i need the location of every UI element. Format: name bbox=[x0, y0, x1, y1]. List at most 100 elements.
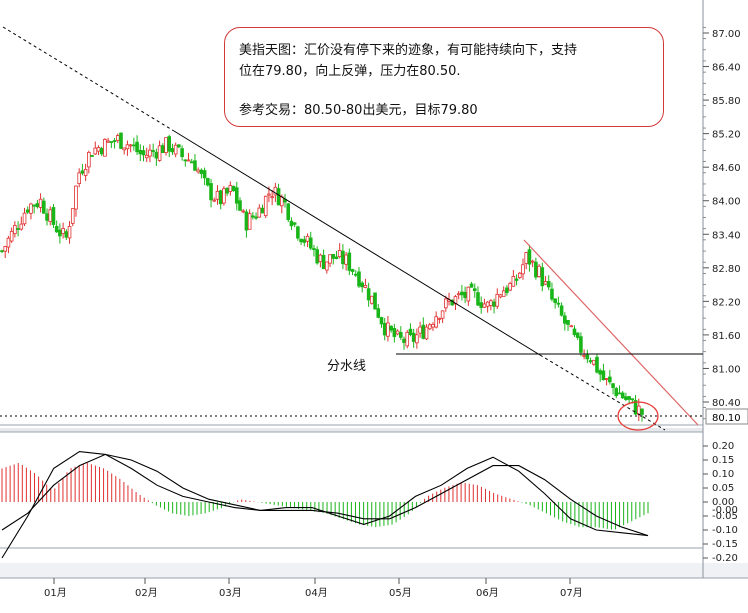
candle-body bbox=[559, 305, 564, 316]
candle-body bbox=[80, 170, 85, 174]
candle-body bbox=[103, 138, 107, 157]
candle-body bbox=[35, 203, 40, 208]
candle-body bbox=[308, 237, 313, 249]
candle-body bbox=[376, 308, 381, 318]
y-tick-label: 87.00 bbox=[712, 29, 741, 40]
candle-body bbox=[537, 265, 541, 277]
candle-body bbox=[29, 203, 33, 214]
candle-body bbox=[534, 261, 538, 278]
candle-body bbox=[144, 154, 149, 159]
candle-body bbox=[260, 207, 265, 214]
candle-body bbox=[292, 222, 297, 225]
candle-body bbox=[112, 140, 117, 142]
candle-body bbox=[463, 291, 467, 299]
candle-body bbox=[183, 159, 188, 162]
candle-body bbox=[9, 230, 14, 242]
candle-body bbox=[566, 319, 570, 325]
macd-y-tick-label: -0.15 bbox=[712, 539, 738, 550]
candle-body bbox=[347, 252, 352, 271]
candle-body bbox=[96, 147, 101, 152]
candle-body bbox=[331, 253, 336, 259]
candle-body bbox=[276, 188, 281, 206]
candle-body bbox=[54, 225, 59, 233]
candle-body bbox=[312, 248, 316, 251]
candle-body bbox=[485, 301, 490, 307]
candle-body bbox=[569, 325, 574, 328]
candle-body bbox=[575, 332, 580, 338]
candle-body bbox=[379, 317, 384, 325]
candle-body bbox=[202, 170, 207, 179]
candle-body bbox=[90, 155, 94, 157]
candle-body bbox=[38, 198, 43, 208]
candle-body bbox=[392, 328, 397, 337]
y-tick-label: 80.40 bbox=[712, 398, 741, 409]
candle-body bbox=[93, 147, 98, 155]
candle-body bbox=[353, 273, 358, 276]
candle-body bbox=[636, 405, 641, 415]
candle-body bbox=[601, 370, 606, 381]
candle-body bbox=[553, 298, 557, 303]
candle-body bbox=[395, 330, 400, 335]
candle-body bbox=[501, 290, 506, 297]
macd-y-tick-label: 0.05 bbox=[712, 483, 734, 494]
candle-body bbox=[614, 388, 619, 397]
candle-body bbox=[148, 149, 152, 157]
candle-body bbox=[244, 211, 249, 231]
candle-body bbox=[440, 310, 445, 319]
candle-body bbox=[321, 255, 326, 270]
candle-body bbox=[337, 250, 342, 258]
note-line-2: 位在79.80，向上反弹，压力在80.50. bbox=[239, 64, 461, 79]
candle-body bbox=[366, 288, 371, 301]
candle-body bbox=[231, 185, 236, 192]
candle-body bbox=[109, 141, 114, 143]
candle-body bbox=[25, 209, 30, 213]
candle-body bbox=[373, 292, 377, 310]
candle-body bbox=[370, 295, 374, 304]
candle-body bbox=[119, 132, 123, 149]
resistance-channel-line bbox=[523, 239, 699, 426]
candle-body bbox=[22, 212, 27, 225]
macd-y-tick-label: 0.20 bbox=[712, 441, 734, 452]
candle-body bbox=[479, 302, 483, 308]
candle-body bbox=[222, 188, 226, 204]
candle-body bbox=[128, 144, 133, 147]
candle-body bbox=[389, 325, 393, 331]
x-tick-label: 04月 bbox=[305, 587, 328, 599]
candle-body bbox=[588, 360, 593, 363]
candle-body bbox=[415, 334, 419, 344]
candle-body bbox=[357, 271, 361, 287]
macd-y-tick-label: 0.15 bbox=[712, 455, 734, 466]
candle-body bbox=[64, 231, 69, 238]
candle-body bbox=[215, 190, 220, 200]
candle-body bbox=[495, 293, 500, 307]
candle-body bbox=[254, 216, 258, 219]
candle-body bbox=[408, 328, 413, 336]
candle-body bbox=[328, 254, 332, 264]
macd-y-tick-label: -0.20 bbox=[712, 553, 738, 564]
x-tick-label: 02月 bbox=[135, 587, 158, 599]
candle-body bbox=[556, 302, 561, 305]
candle-body bbox=[627, 396, 631, 400]
candle-body bbox=[151, 150, 155, 152]
candle-body bbox=[286, 203, 291, 220]
candle-body bbox=[411, 332, 416, 342]
candle-body bbox=[196, 169, 200, 173]
candle-body bbox=[363, 284, 368, 288]
candle-body bbox=[563, 315, 567, 324]
macd-y-tick-label: 0.10 bbox=[712, 469, 734, 480]
candle-body bbox=[234, 187, 239, 204]
candle-body bbox=[209, 183, 213, 201]
candle-body bbox=[267, 193, 271, 196]
candle-body bbox=[492, 301, 496, 307]
candle-body bbox=[482, 303, 487, 308]
y-tick-label: 82.20 bbox=[712, 297, 741, 308]
candle-body bbox=[115, 135, 120, 141]
candle-body bbox=[125, 144, 130, 150]
candle-body bbox=[6, 237, 11, 248]
candle-body bbox=[42, 200, 46, 214]
x-tick-label: 05月 bbox=[389, 587, 412, 599]
candle-body bbox=[45, 213, 49, 221]
candle-body bbox=[469, 283, 474, 288]
candle-body bbox=[138, 149, 143, 155]
